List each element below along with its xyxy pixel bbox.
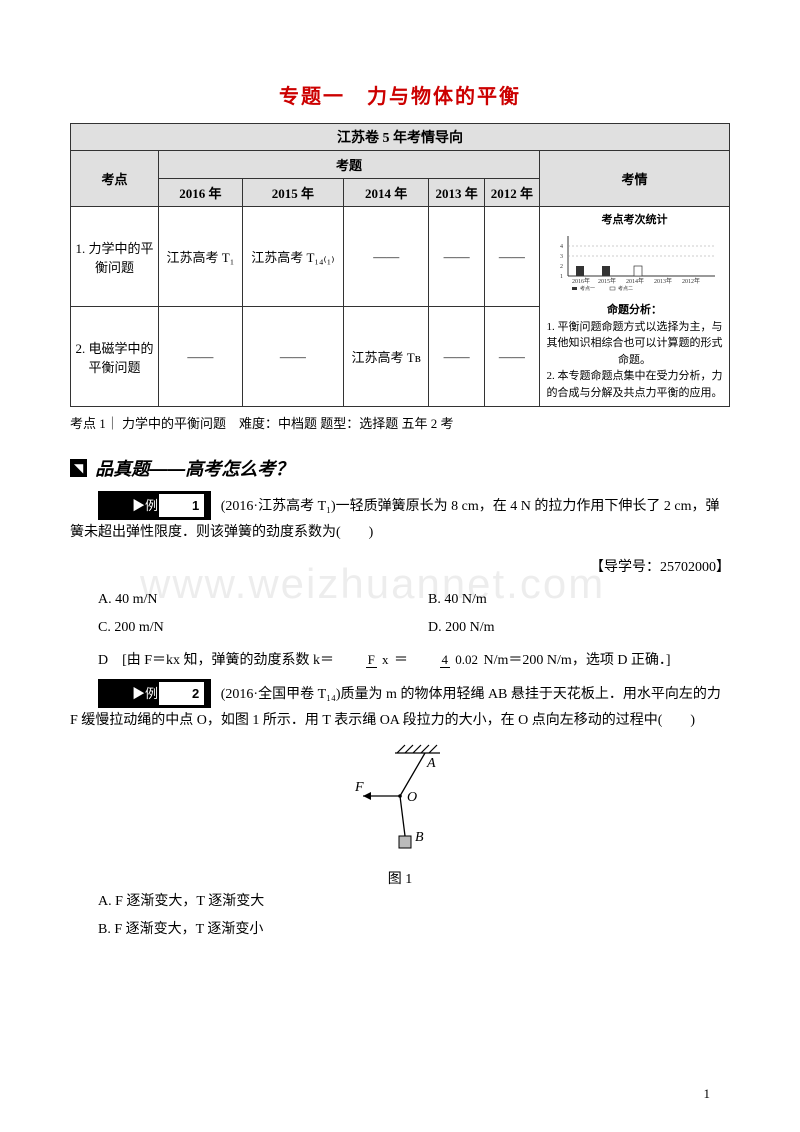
td-cell: —— <box>429 207 484 307</box>
svg-text:1: 1 <box>560 274 563 280</box>
option-d: D. 200 N/m <box>428 614 730 642</box>
section-text: 品真题——高考怎么考？ <box>95 455 293 481</box>
td-cell: —— <box>484 207 539 307</box>
svg-text:2014年: 2014年 <box>626 277 644 285</box>
page-number: 1 <box>704 1086 711 1102</box>
td-cell: —— <box>343 207 429 307</box>
options-block: A. 40 m/N C. 200 m/N B. 40 N/m D. 200 N/… <box>70 586 730 642</box>
section-header: ◥ 品真题——高考怎么考？ <box>70 455 730 481</box>
option-c: C. 200 m/N <box>98 614 400 642</box>
example-1: ▶例1 (2016·江苏高考 T₁)一轻质弹簧原长为 8 cm，在 4 N 的拉… <box>70 491 730 673</box>
td-cell: 江苏高考 Tʙ <box>343 307 429 407</box>
page-title: 专题一 力与物体的平衡 <box>70 80 730 109</box>
th-year: 2014 年 <box>343 179 429 207</box>
th-year: 2013 年 <box>429 179 484 207</box>
td-topic: 2. 电磁学中的平衡问题 <box>71 307 159 407</box>
svg-text:3: 3 <box>560 254 563 260</box>
td-cell: 江苏高考 T₁₄₍₁₎ <box>242 207 343 307</box>
svg-text:考点一: 考点一 <box>580 286 595 291</box>
td-topic: 1. 力学中的平衡问题 <box>71 207 159 307</box>
section-box-icon: ◥ <box>70 459 87 477</box>
th-kaodian: 考点 <box>71 151 159 207</box>
figure-1: A O B F 图 1 <box>70 741 730 888</box>
table-top-title: 江苏卷 5 年考情导向 <box>70 123 730 150</box>
svg-text:2013年: 2013年 <box>654 277 672 285</box>
option-b: B. 40 N/m <box>428 586 730 614</box>
td-analysis: 考点考次统计 1 2 3 4 2016年 2015年 2014年 2 <box>540 207 730 407</box>
reference-number: 【导学号：25702000】 <box>70 556 730 576</box>
example-badge: ▶例2 <box>98 679 211 708</box>
td-cell: —— <box>242 307 343 407</box>
option-a: A. F 逐渐变大，T 逐渐变大 <box>98 888 730 916</box>
analysis-line: 1. 平衡问题命题方式以选择为主，与其他知识相综合也可以计算题的形式命题。 <box>543 319 726 369</box>
svg-text:O: O <box>407 790 417 805</box>
th-year: 2016 年 <box>159 179 243 207</box>
analysis-line: 2. 本专题命题点集中在受力分析，力的合成与分解及共点力平衡的应用。 <box>543 368 726 401</box>
td-cell: 江苏高考 T₁ <box>159 207 243 307</box>
svg-text:F: F <box>354 780 364 795</box>
solution-line: D [由 F＝kx 知，弹簧的劲度系数 k＝ F x ＝ 4 0.02 N/m＝… <box>70 648 730 673</box>
svg-text:2: 2 <box>560 264 563 270</box>
example-2: ▶例2 (2016·全国甲卷 T₁₄)质量为 m 的物体用轻绳 AB 悬挂于天花… <box>70 679 730 945</box>
svg-text:B: B <box>415 830 424 845</box>
svg-text:2012年: 2012年 <box>682 277 700 285</box>
svg-text:2015年: 2015年 <box>598 277 616 285</box>
mini-bar-chart: 1 2 3 4 2016年 2015年 2014年 2013年 2012年 考点… <box>550 231 720 291</box>
td-cell: —— <box>159 307 243 407</box>
td-cell: —— <box>484 307 539 407</box>
th-kaoti: 考题 <box>159 151 540 179</box>
th-year: 2012 年 <box>484 179 539 207</box>
option-a: A. 40 m/N <box>98 586 400 614</box>
analysis-title: 命题分析： <box>543 302 726 319</box>
svg-text:2016年: 2016年 <box>572 277 590 285</box>
td-cell: —— <box>429 307 484 407</box>
stats-title: 考点考次统计 <box>543 212 726 229</box>
option-b: B. F 逐渐变大，T 逐渐变小 <box>98 916 730 944</box>
svg-text:4: 4 <box>560 244 563 250</box>
svg-text:考点二: 考点二 <box>618 286 633 291</box>
th-year: 2015 年 <box>242 179 343 207</box>
example-badge: ▶例1 <box>98 491 211 520</box>
kaodian-line: 考点 1｜ 力学中的平衡问题 难度：中档题 题型：选择题 五年 2 考 <box>70 413 730 435</box>
th-kaoqing: 考情 <box>540 151 730 207</box>
svg-text:A: A <box>426 756 436 771</box>
figure-label: 图 1 <box>70 868 730 888</box>
overview-table: 考点 考题 考情 2016 年 2015 年 2014 年 2013 年 201… <box>70 150 730 407</box>
